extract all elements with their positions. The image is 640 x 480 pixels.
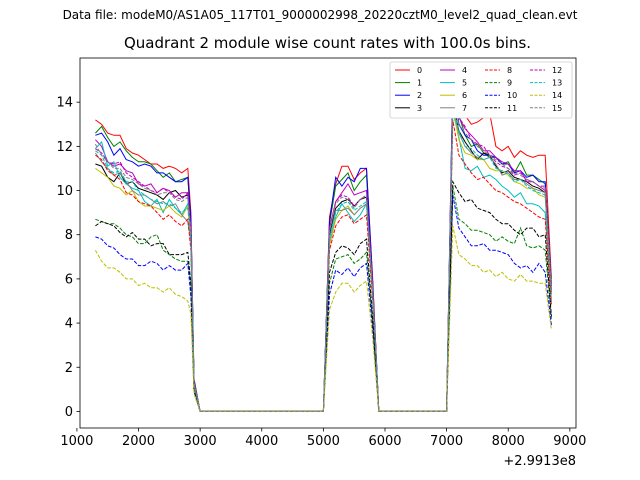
- y-tick-label-4: 4: [65, 317, 73, 332]
- legend-label-8: 8: [507, 66, 512, 75]
- legend-label-5: 5: [462, 79, 467, 88]
- suptitle: Data file: modeM0/AS1A05_117T01_90000029…: [62, 8, 578, 22]
- x-tick-label-5000: 5000: [307, 434, 340, 449]
- series-line-12: [95, 93, 552, 412]
- legend-label-15: 15: [552, 104, 562, 113]
- legend-label-4: 4: [462, 66, 467, 75]
- y-tick-label-14: 14: [56, 96, 73, 111]
- x-tick-label-8000: 8000: [492, 434, 525, 449]
- y-tick-label-0: 0: [65, 405, 73, 420]
- chart-title: Quadrant 2 module wise count rates with …: [123, 34, 532, 52]
- legend-label-3: 3: [417, 104, 422, 113]
- legend-label-6: 6: [462, 91, 467, 100]
- legend-label-0: 0: [417, 66, 422, 75]
- series-line-13: [95, 102, 552, 412]
- x-tick-label-3000: 3000: [184, 434, 217, 449]
- x-offset-text: +2.9913e8: [503, 454, 576, 469]
- series-line-6: [95, 106, 552, 412]
- plot-frame: [79, 57, 577, 429]
- legend-label-11: 11: [507, 104, 517, 113]
- series-line-10: [95, 194, 552, 412]
- x-tick-label-4000: 4000: [245, 434, 278, 449]
- legend-label-7: 7: [462, 104, 467, 113]
- series-line-15: [94, 93, 552, 412]
- series-line-2: [95, 75, 552, 412]
- series-line-9: [95, 186, 552, 412]
- x-tick-label-9000: 9000: [553, 434, 586, 449]
- series-line-0: [95, 79, 552, 412]
- legend-label-1: 1: [417, 79, 422, 88]
- series-line-3: [95, 99, 552, 412]
- series-line-14: [94, 225, 552, 412]
- x-tick-label-2000: 2000: [122, 434, 155, 449]
- legend-label-2: 2: [417, 91, 422, 100]
- legend-label-12: 12: [552, 66, 562, 75]
- y-tick-label-12: 12: [56, 140, 73, 155]
- series-line-4: [95, 88, 552, 412]
- legend-label-9: 9: [507, 79, 512, 88]
- series-line-8: [95, 119, 552, 412]
- y-tick-label-2: 2: [65, 361, 73, 376]
- series-line-11: [95, 179, 552, 412]
- y-tick-label-6: 6: [65, 272, 73, 287]
- x-tick-label-7000: 7000: [430, 434, 463, 449]
- legend-label-14: 14: [552, 91, 562, 100]
- x-tick-label-6000: 6000: [368, 434, 401, 449]
- x-tick-label-1000: 1000: [60, 434, 93, 449]
- legend-label-13: 13: [552, 79, 562, 88]
- y-tick-label-8: 8: [65, 228, 73, 243]
- series-line-5: [95, 110, 552, 412]
- legend-box: [389, 61, 573, 119]
- y-tick-label-10: 10: [56, 184, 73, 199]
- legend-label-10: 10: [507, 91, 517, 100]
